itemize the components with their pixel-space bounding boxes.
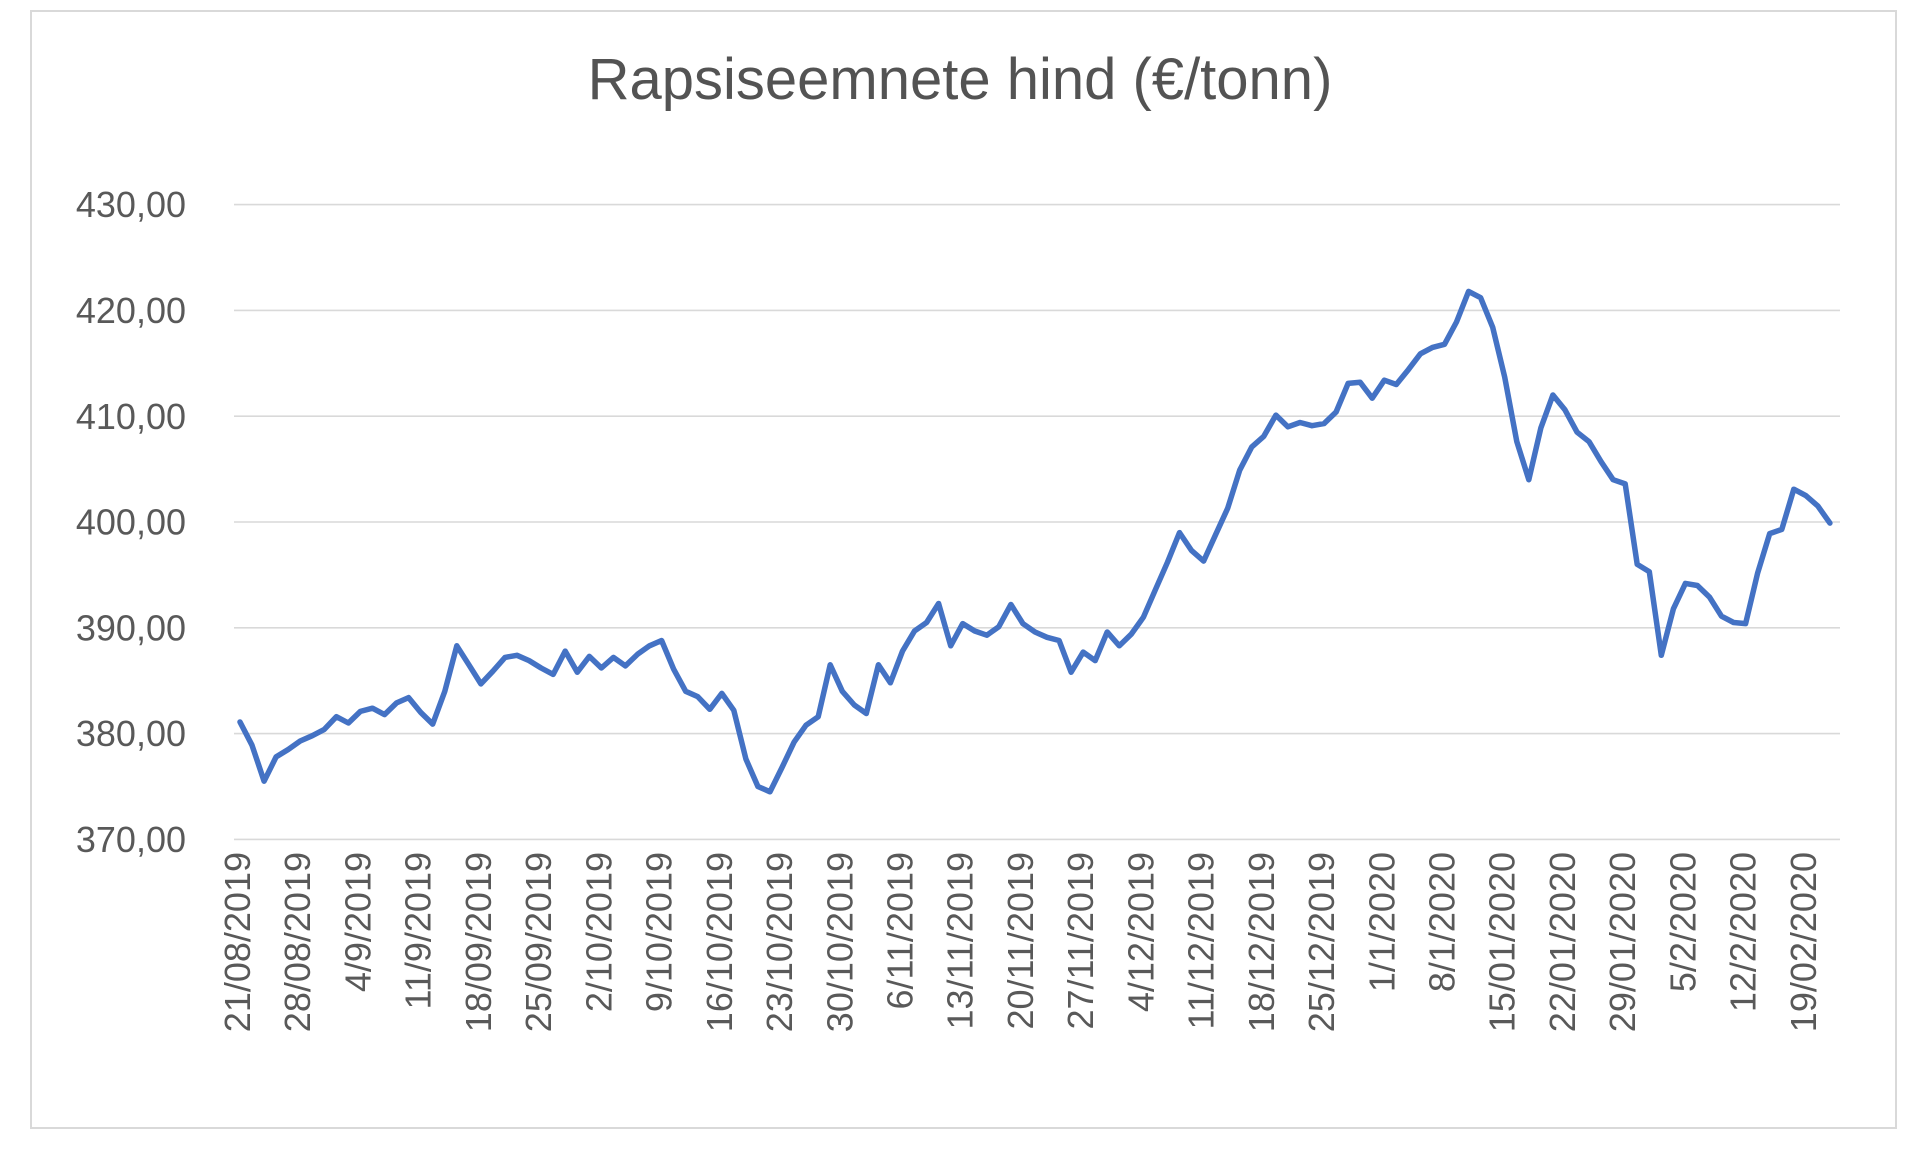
x-axis-tick-label: 18/12/2019 xyxy=(1241,852,1282,1032)
y-axis-tick-label: 400,00 xyxy=(76,502,186,543)
x-axis-tick-label: 30/10/2019 xyxy=(819,852,860,1032)
x-axis-tick-label: 1/1/2020 xyxy=(1361,852,1402,992)
y-axis-tick-label: 410,00 xyxy=(76,396,186,437)
chart-border xyxy=(30,10,1897,1129)
y-axis-tick-label: 420,00 xyxy=(76,290,186,331)
price-line-series xyxy=(237,288,1833,795)
x-axis-tick-label: 15/01/2020 xyxy=(1482,852,1523,1032)
x-axis-tick-label: 6/11/2019 xyxy=(880,852,921,1009)
x-axis-tick-label: 11/12/2019 xyxy=(1181,852,1222,1030)
y-axis-tick-label: 390,00 xyxy=(76,607,186,648)
x-axis-tick-label: 22/01/2020 xyxy=(1542,852,1583,1032)
x-axis-tick-label: 27/11/2019 xyxy=(1060,852,1101,1030)
x-axis-tick-label: 25/09/2019 xyxy=(518,852,559,1032)
x-axis-tick-label: 28/08/2019 xyxy=(277,852,318,1032)
x-axis-tick-label: 23/10/2019 xyxy=(759,852,800,1032)
x-axis-tick-label: 13/11/2019 xyxy=(940,852,981,1030)
chart-title: Rapsiseemnete hind (€/tonn) xyxy=(587,47,1333,112)
x-axis-tick-label: 25/12/2019 xyxy=(1301,852,1342,1032)
x-axis-tick-label: 8/1/2020 xyxy=(1422,852,1463,992)
x-axis-tick-label: 18/09/2019 xyxy=(458,852,499,1032)
x-axis-tick-label: 5/2/2020 xyxy=(1662,852,1703,992)
y-axis-tick-label: 430,00 xyxy=(76,184,186,225)
x-axis-tick-label: 29/01/2020 xyxy=(1602,852,1643,1032)
x-axis-tick-label: 19/02/2020 xyxy=(1783,852,1824,1032)
x-axis-tick-label: 12/2/2020 xyxy=(1723,852,1764,1012)
x-axis-tick-label: 4/12/2019 xyxy=(1120,852,1161,1012)
x-axis-tick-label: 20/11/2019 xyxy=(1000,852,1041,1030)
x-axis-tick-label: 2/10/2019 xyxy=(578,852,619,1012)
x-axis-tick-label: 16/10/2019 xyxy=(699,852,740,1032)
x-axis-tick-label: 4/9/2019 xyxy=(337,852,378,992)
y-axis-tick-label: 370,00 xyxy=(76,819,186,860)
x-axis-tick-label: 21/08/2019 xyxy=(217,852,258,1032)
x-axis-tick-label: 11/9/2019 xyxy=(398,852,439,1009)
x-axis-tick-label: 9/10/2019 xyxy=(639,852,680,1012)
y-axis-tick-label: 380,00 xyxy=(76,713,186,754)
